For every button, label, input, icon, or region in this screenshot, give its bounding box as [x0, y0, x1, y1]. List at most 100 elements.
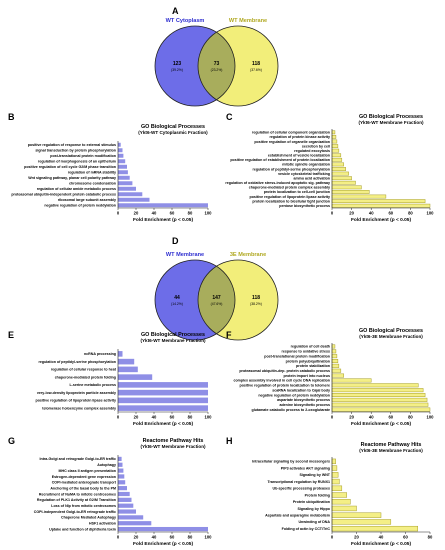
panel-c-category-13: chaperone-mediated protein complex assem… [249, 186, 330, 190]
panel-e-bar-1 [118, 351, 123, 357]
panel-g-category-1: Intra-Golgi and retrograde Golgi-to-ER t… [40, 457, 116, 461]
panel-c-bar-9 [331, 167, 346, 171]
panel-c-label: C [226, 112, 233, 122]
panel-g-title: Reactome Pathway Hits [143, 438, 204, 444]
panel-g-label: G [8, 436, 15, 446]
panel-b-category-6: regulation of mRNA stability [68, 171, 116, 175]
panel-h-xlabel: Fold Enrichment (p < 0.05) [351, 541, 412, 547]
panel-h-category-1: Intracellular signaling by second messen… [252, 460, 330, 464]
panel-g-bar-10 [118, 509, 136, 514]
panel-f-bar-1 [331, 344, 336, 349]
panel-d-chart: D WT Membrane 3E Membrane 44(14.2%) 147(47.6… [154, 236, 279, 341]
panel-c-category-5: regulated exocytosis [294, 149, 330, 153]
panel-b-bar-11 [118, 197, 150, 202]
panel-h-bar-3 [331, 472, 339, 478]
panel-g-category-2: Autophagy [97, 463, 116, 467]
panel-b-category-12: negative regulation of protein neddylati… [44, 204, 116, 208]
panel-b-category-11: ribosomal large subunit assembly [58, 198, 116, 202]
panel-f-bar-10 [331, 388, 424, 393]
panel-h-bar-9 [331, 512, 382, 518]
panel-h-category-6: Protein folding [305, 493, 330, 497]
panel-f-bar-2 [331, 349, 337, 354]
panel-b-category-7: Wnt signaling pathway, planar cell polar… [28, 176, 116, 180]
panel-c-category-6: establishment of vesicle localization [268, 154, 330, 158]
panel-e-title: GO Biological Processes [141, 332, 205, 338]
panel-b-bar-7 [118, 175, 130, 180]
panel-h-category-4: Transcriptional regulation by RUNX1 [267, 480, 330, 484]
panel-e-tick-label-4: 60 [170, 415, 175, 420]
panel-c-category-17: pentose biosynthetic process [279, 204, 330, 208]
panel-f-bar-14 [331, 407, 431, 412]
panel-f-tick-label-1: 0 [331, 415, 334, 420]
panel-g-category-7: Recruitment of NuMA to mitotic centrosom… [39, 492, 116, 496]
panel-b-bar-6 [118, 170, 128, 175]
panel-c-category-4: secretion by cell [302, 144, 330, 148]
panel-e-category-6: very-low-density lipoprotein particle as… [37, 391, 116, 395]
panel-c-tick-label-6: 100 [427, 211, 435, 216]
panel-g-bar-7 [118, 491, 130, 497]
panel-c-bar-17 [331, 203, 431, 208]
panel-g-bar-12 [118, 521, 152, 526]
panel-h-bar-8 [331, 505, 357, 512]
panel-f-label: F [226, 330, 232, 340]
panel-h-category-5: Ub-specific processing proteases [272, 487, 330, 491]
panel-f-bar-8 [331, 378, 372, 383]
panel-c-category-7: positive regulation of establishment of … [230, 158, 330, 162]
panel-h-bar-11 [331, 525, 418, 532]
panel-f-bar-6 [331, 368, 342, 373]
panel-f-bar-11 [331, 393, 426, 397]
panel-g-category-6: Anchoring of the basal body to the PM [50, 486, 116, 490]
panel-d-left-outline [154, 259, 236, 341]
panel-c-category-8: mitotic spindle organization [282, 163, 330, 167]
panel-h-tick-label-3: 40 [379, 535, 384, 540]
panel-b-label: B [8, 112, 15, 122]
panel-c-bar-11 [331, 176, 352, 181]
panel-f-category-9: positive regulation of protein localizat… [240, 384, 330, 388]
panel-g-category-9: Loss of Nlp from mitotic centrosomes [51, 504, 116, 508]
panel-d-right-pct: (38.2%) [250, 302, 262, 306]
panel-f-chart: F GO Biological Processes(Ykt6-3E Membran… [226, 328, 434, 427]
panel-a-chart: A WT Cytoplasm WT Membrane 123(39.2%) 73(23.… [154, 6, 279, 107]
panel-e-bar-3 [118, 366, 138, 373]
panel-h-category-3: Signaling by WNT [299, 473, 330, 477]
panel-d-right-outline [197, 259, 279, 341]
panel-f-category-13: adenine biosynthetic process [279, 403, 330, 407]
panel-e-bar-4 [118, 374, 153, 380]
panel-h-chart: H Reactome Pathway Hits(Ykt6-3E Membrane … [226, 436, 433, 547]
panel-g-bar-13 [118, 526, 208, 532]
panel-c-tick-label-2: 20 [349, 211, 354, 216]
panel-b-category-8: chromosome condensation [69, 182, 116, 186]
panel-f-category-1: regulation of cell death [291, 345, 330, 349]
panel-c-bar-13 [331, 185, 362, 190]
panel-b-category-1: positive regulation of response to exter… [28, 143, 116, 147]
panel-c-category-9: regulation of peptidyl-serine phosphoryl… [253, 167, 330, 171]
panel-d-label: D [172, 236, 179, 246]
panel-e-label: E [8, 330, 14, 340]
panel-c-bar-15 [331, 194, 387, 199]
panel-c-category-15: positive regulation of lipoprotein lipas… [250, 195, 330, 199]
panel-f-tick-label-5: 80 [408, 415, 413, 420]
panel-e-tick-label-6: 100 [205, 415, 213, 420]
panel-b-tick-label-1: 0 [117, 211, 120, 216]
panel-d-set-right-name: 3E Membrane [230, 252, 266, 258]
panel-c-category-11: amino acid activation [293, 176, 330, 180]
panel-f-category-11: negative regulation of protein neddylati… [258, 393, 330, 397]
panel-c-category-12: regulation of oxidative stress-induced a… [225, 181, 330, 185]
panel-g-category-4: Estrogen-dependent gene expression [52, 475, 116, 479]
panel-h-tick-label-5: 80 [428, 535, 433, 540]
panel-e-tick-label-5: 80 [188, 415, 193, 420]
panel-f-bar-3 [331, 354, 338, 359]
panel-c-category-10: vesicle cytoskeletal trafficking [278, 172, 330, 176]
panel-e-category-7: positive regulation of lipoprotein lipas… [36, 399, 116, 403]
panel-f-tick-label-6: 100 [427, 415, 435, 420]
panel-f-category-6: proteasomal ubiquitin-dep. protein catab… [239, 369, 330, 373]
panel-h-tick-label-1: 0 [331, 535, 334, 540]
panel-a-set-right-name: WT Membrane [229, 18, 267, 24]
panel-a-right-count: 118 [252, 61, 260, 67]
panel-e-subtitle: (Ykt6-WT Membrane Fraction) [140, 338, 206, 343]
panel-d-right-count: 118 [252, 295, 260, 301]
panel-b-tick-label-5: 80 [188, 211, 193, 216]
panel-b-bar-1 [118, 142, 121, 147]
panel-g-category-11: Chaperone Mediated Autophagy [61, 516, 116, 520]
